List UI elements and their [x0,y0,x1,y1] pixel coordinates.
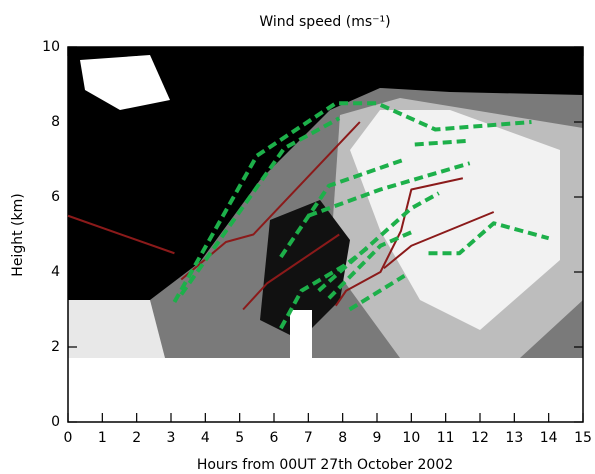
image-light-region [68,300,165,358]
x-tick-label: 0 [64,430,73,446]
data-line [383,211,495,270]
y-tick-label: 8 [51,114,60,130]
x-tick-label: 5 [235,430,244,446]
data-line [180,121,361,281]
x-tick-label: 2 [132,430,141,446]
x-tick-label: 12 [471,430,489,446]
x-tick-label: 11 [437,430,455,446]
x-tick-label: 10 [402,430,420,446]
x-tick-label: 7 [304,430,313,446]
radar-image [68,47,583,358]
data-line [428,221,550,256]
y-tick-label: 4 [51,264,60,280]
x-tick-label: 13 [505,430,523,446]
data-line [179,116,341,296]
y-tick-label: 2 [51,339,60,355]
data-line [279,244,372,330]
data-line [327,228,416,300]
y-axis-label: Height (km) [10,193,26,276]
y-tick-label: 6 [51,189,60,205]
image-light-region [350,110,560,330]
image-dark-region [68,47,583,300]
data-line [67,214,175,255]
image-dark-region [260,200,350,340]
y-tick-label: 10 [42,39,60,55]
x-tick-label: 3 [167,430,176,446]
x-tick-label: 4 [201,430,210,446]
data-line [307,161,471,218]
data-line [279,157,406,259]
x-axis-label: Hours from 00UT 27th October 2002 [197,457,453,473]
image-light-region [80,55,170,110]
x-tick-label: 1 [98,430,107,446]
x-tick-label: 8 [338,430,347,446]
x-tick-label: 14 [540,430,558,446]
data-line [317,191,440,293]
data-line [334,177,464,307]
data-line [348,274,406,312]
chart-title: Wind speed (ms⁻¹) [259,14,390,30]
data-line [172,101,532,303]
data-line [414,138,470,147]
x-tick-label: 6 [270,430,279,446]
image-light-region [290,310,312,358]
y-tick-label: 0 [51,414,60,430]
x-tick-label: 9 [373,430,382,446]
x-tick-label: 15 [574,430,592,446]
plot-frame [67,46,584,423]
data-line [242,233,340,311]
